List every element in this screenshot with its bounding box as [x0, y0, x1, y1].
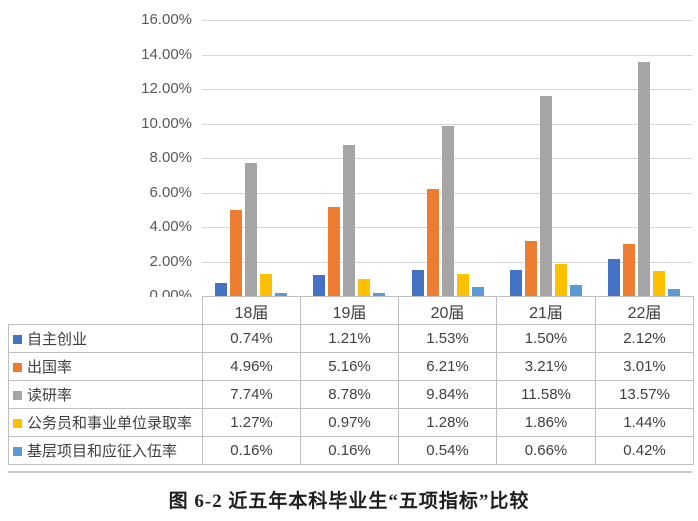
gridline: [202, 89, 693, 90]
bar-出国率-20届: [426, 188, 439, 296]
value-cell-自主创业-18届: 0.74%: [202, 324, 301, 353]
bar-出国率-21届: [524, 240, 537, 296]
column-header-18届: 18届: [202, 296, 301, 325]
bar-公务员和事业单位录取率-19届: [358, 279, 371, 296]
table-row-读研率: 读研率 7.74% 8.78% 9.84% 11.58% 13.57%: [8, 380, 694, 409]
table-header-row: 18届 19届 20届 21届 22届: [8, 296, 694, 325]
series-name: 公务员和事业单位录取率: [27, 415, 193, 432]
series-label-cell: 自主创业: [8, 324, 203, 353]
value-cell-公务员和事业单位录取率-18届: 1.27%: [202, 408, 301, 437]
gridline: [202, 123, 693, 125]
bar-公务员和事业单位录取率-18届: [260, 274, 273, 296]
gridline: [202, 54, 693, 56]
data-table: 18届 19届 20届 21届 22届 自主创业 0.74% 1.21% 1.53% 1.50%…: [8, 296, 694, 465]
table-row-出国率: 出国率 4.96% 5.16% 6.21% 3.21% 3.01%: [8, 352, 694, 381]
value-cell-出国率-20届: 6.21%: [398, 352, 497, 381]
value-cell-出国率-19届: 5.16%: [300, 352, 399, 381]
legend-key-icon: [13, 363, 22, 372]
bar-读研率-22届: [637, 61, 650, 296]
gridline: [202, 20, 693, 21]
table-row-自主创业: 自主创业 0.74% 1.21% 1.53% 1.50% 2.12%: [8, 324, 694, 353]
column-header-21届: 21届: [496, 296, 596, 325]
value-cell-基层项目和应征入伍率-18届: 0.16%: [202, 436, 301, 465]
value-cell-公务员和事业单位录取率-20届: 1.28%: [398, 408, 497, 437]
value-cell-基层项目和应征入伍率-19届: 0.16%: [300, 436, 399, 465]
series-label-cell: 公务员和事业单位录取率: [8, 408, 203, 437]
bar-group-21届: [497, 20, 595, 296]
series-name: 读研率: [27, 387, 73, 404]
bar-读研率-20届: [441, 126, 454, 296]
table-corner-blank: [8, 296, 203, 325]
legend-key-icon: [13, 447, 22, 456]
y-tick-label: 6.00%: [149, 183, 192, 201]
series-label-cell: 基层项目和应征入伍率: [8, 436, 203, 465]
value-cell-自主创业-22届: 2.12%: [595, 324, 694, 353]
bar-自主创业-20届: [411, 269, 424, 296]
value-cell-公务员和事业单位录取率-19届: 0.97%: [300, 408, 399, 437]
bar-自主创业-18届: [215, 283, 228, 296]
value-cell-出国率-18届: 4.96%: [202, 352, 301, 381]
bar-读研率-19届: [343, 144, 356, 296]
legend-key-icon: [13, 419, 22, 428]
bottom-rule: [8, 471, 692, 473]
legend-key-icon: [13, 335, 22, 344]
series-name: 出国率: [27, 359, 73, 376]
bar-出国率-19届: [328, 207, 341, 296]
legend-key-icon: [13, 391, 22, 400]
bar-group-22届: [595, 20, 693, 296]
value-cell-读研率-19届: 8.78%: [300, 380, 399, 409]
bar-自主创业-19届: [313, 275, 326, 296]
value-cell-读研率-21届: 11.58%: [496, 380, 596, 409]
bar-基层项目和应征入伍率-21届: [569, 284, 582, 296]
value-cell-自主创业-20届: 1.53%: [398, 324, 497, 353]
bar-自主创业-22届: [607, 259, 620, 296]
value-cell-出国率-21届: 3.21%: [496, 352, 596, 381]
value-cell-自主创业-19届: 1.21%: [300, 324, 399, 353]
value-cell-读研率-22届: 13.57%: [595, 380, 694, 409]
value-cell-基层项目和应征入伍率-21届: 0.66%: [496, 436, 596, 465]
y-tick-label: 2.00%: [149, 252, 192, 270]
bar-出国率-22届: [622, 244, 635, 296]
y-tick-label: 10.00%: [141, 114, 192, 132]
bar-读研率-21届: [539, 96, 552, 296]
bar-出国率-18届: [230, 210, 243, 296]
value-cell-出国率-22届: 3.01%: [595, 352, 694, 381]
bar-group-19届: [300, 20, 398, 296]
bar-公务员和事业单位录取率-20届: [456, 273, 469, 296]
bar-公务员和事业单位录取率-21届: [554, 263, 567, 296]
value-cell-基层项目和应征入伍率-22届: 0.42%: [595, 436, 694, 465]
bar-group-20届: [398, 20, 496, 296]
column-header-22届: 22届: [595, 296, 694, 325]
y-tick-label: 12.00%: [141, 80, 192, 97]
table-row-公务员和事业单位录取率: 公务员和事业单位录取率 1.27% 0.97% 1.28% 1.86% 1.44%: [8, 408, 694, 437]
y-tick-label: 8.00%: [149, 149, 192, 166]
value-cell-自主创业-21届: 1.50%: [496, 324, 596, 353]
series-name: 自主创业: [27, 331, 88, 348]
value-cell-公务员和事业单位录取率-21届: 1.86%: [496, 408, 596, 437]
y-tick-label: 4.00%: [149, 218, 192, 235]
bar-自主创业-21届: [509, 270, 522, 296]
bar-读研率-18届: [245, 162, 258, 296]
series-name: 基层项目和应征入伍率: [27, 443, 178, 460]
bar-基层项目和应征入伍率-19届: [373, 293, 386, 296]
plot-area: [202, 20, 693, 296]
value-cell-基层项目和应征入伍率-20届: 0.54%: [398, 436, 497, 465]
series-label-cell: 读研率: [8, 380, 203, 409]
column-header-20届: 20届: [398, 296, 497, 325]
column-header-19届: 19届: [300, 296, 399, 325]
series-label-cell: 出国率: [8, 352, 203, 381]
figure-caption: 图 6-2 近五年本科毕业生“五项指标”比较: [168, 491, 530, 512]
bar-基层项目和应征入伍率-22届: [667, 288, 680, 296]
table-row-基层项目和应征入伍率: 基层项目和应征入伍率 0.16% 0.16% 0.54% 0.66% 0.42%: [8, 436, 694, 465]
bar-基层项目和应征入伍率-20届: [471, 286, 484, 296]
value-cell-读研率-20届: 9.84%: [398, 380, 497, 409]
y-tick-label: 14.00%: [141, 45, 192, 63]
bar-基层项目和应征入伍率-18届: [275, 293, 288, 296]
value-cell-公务员和事业单位录取率-22届: 1.44%: [595, 408, 694, 437]
bar-group-18届: [202, 20, 300, 296]
value-cell-读研率-18届: 7.74%: [202, 380, 301, 409]
bar-公务员和事业单位录取率-22届: [652, 271, 665, 296]
y-tick-label: 16.00%: [141, 11, 192, 28]
